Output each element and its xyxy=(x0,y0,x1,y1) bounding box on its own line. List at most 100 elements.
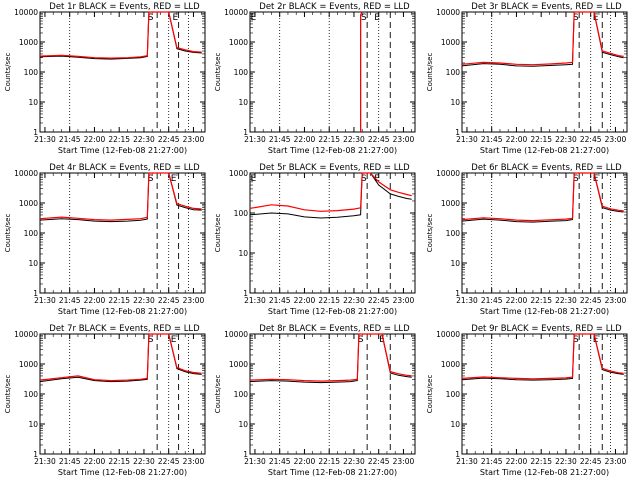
y-tick-label: 10000 xyxy=(14,330,38,339)
x-tick-label: 22:45 xyxy=(580,296,602,305)
x-tick-label: 21:30 xyxy=(34,457,56,466)
series-line-lld xyxy=(461,172,624,222)
x-tick-label: 22:00 xyxy=(506,135,528,144)
y-axis-label: Counts/sec xyxy=(214,214,222,253)
x-tick-label: 21:30 xyxy=(244,457,266,466)
series-line-events xyxy=(461,11,624,67)
y-tick-label: 100 xyxy=(446,390,461,399)
chart-panel-1: Det 1r BLACK = Events, RED = LLD Counts/s… xyxy=(4,2,206,155)
x-tick-label: 21:45 xyxy=(269,457,291,466)
y-tick-label: 1000 xyxy=(229,38,248,47)
y-axis-label: Counts/sec xyxy=(426,53,434,92)
x-tick-label: 22:00 xyxy=(84,296,106,305)
y-tick-label: 1 xyxy=(33,289,38,298)
y-tick-label: 1000 xyxy=(19,360,38,369)
y-tick-label: 1 xyxy=(243,289,248,298)
x-tick-label: 21:30 xyxy=(456,457,478,466)
y-tick-label: 10 xyxy=(238,98,248,107)
x-tick-label: 22:15 xyxy=(530,296,552,305)
y-tick-label: 10000 xyxy=(436,169,460,178)
y-tick-label: 10 xyxy=(238,420,248,429)
y-tick-label: 1 xyxy=(33,128,38,137)
y-tick-label: 100 xyxy=(24,68,39,77)
chart-title: Det 1r BLACK = Events, RED = LLD xyxy=(49,2,200,12)
x-tick-label: 21:30 xyxy=(244,135,266,144)
y-tick-label: 1 xyxy=(455,450,460,459)
x-tick-label: 22:15 xyxy=(530,135,552,144)
annotation-e: E xyxy=(171,174,177,184)
y-tick-label: 1000 xyxy=(19,38,38,47)
chart-panel-3: Det 3r BLACK = Events, RED = LLD Counts/s… xyxy=(426,2,628,155)
x-tick-label: 21:45 xyxy=(59,296,81,305)
y-tick-label: 100 xyxy=(446,229,461,238)
annotation-e: E xyxy=(379,335,385,345)
x-axis-label: Start Time (12-Feb-08 21:27:00) xyxy=(58,468,187,477)
y-tick-label: 10000 xyxy=(14,169,38,178)
chart-title: Det 3r BLACK = Events, RED = LLD xyxy=(471,2,622,12)
annotation-s: S xyxy=(358,335,364,345)
y-tick-label: 10000 xyxy=(14,8,38,17)
series-line-events xyxy=(39,333,202,383)
y-tick-label: 1 xyxy=(33,450,38,459)
chart-title: Det 8r BLACK = Events, RED = LLD xyxy=(259,324,410,334)
x-tick-label: 21:45 xyxy=(59,135,81,144)
x-tick-label: 23:00 xyxy=(605,457,627,466)
y-tick-label: 1 xyxy=(243,450,248,459)
x-tick-label: 22:30 xyxy=(555,457,577,466)
y-tick-label: 10000 xyxy=(224,8,248,17)
y-tick-label: 10 xyxy=(450,259,460,268)
chart-title: Det 5r BLACK = Events, RED = LLD xyxy=(259,163,410,173)
y-tick-label: 100 xyxy=(446,68,461,77)
x-tick-label: 23:00 xyxy=(183,135,205,144)
annotation-s: S xyxy=(148,174,154,184)
annotation-e: E xyxy=(171,335,177,345)
chart-panel-2: Det 2r BLACK = Events, RED = LLD Counts/s… xyxy=(214,2,416,155)
x-tick-label: 22:45 xyxy=(368,457,390,466)
y-tick-label: 1000 xyxy=(229,169,248,178)
chart-title: Det 2r BLACK = Events, RED = LLD xyxy=(259,2,410,12)
x-axis-label: Start Time (12-Feb-08 21:27:00) xyxy=(58,307,187,316)
chart-title: Det 4r BLACK = Events, RED = LLD xyxy=(49,163,200,173)
annotation-e: E xyxy=(250,174,256,184)
y-tick-label: 1 xyxy=(455,289,460,298)
x-tick-label: 22:00 xyxy=(294,135,316,144)
chart-title: Det 9r BLACK = Events, RED = LLD xyxy=(471,324,622,334)
x-tick-label: 22:45 xyxy=(158,457,180,466)
y-tick-label: 1000 xyxy=(19,199,38,208)
x-tick-label: 21:30 xyxy=(456,135,478,144)
x-tick-label: 21:45 xyxy=(481,135,503,144)
x-tick-label: 22:00 xyxy=(294,457,316,466)
x-tick-label: 21:30 xyxy=(456,296,478,305)
chart-panel-7: Det 7r BLACK = Events, RED = LLD Counts/s… xyxy=(4,324,206,477)
x-tick-label: 22:30 xyxy=(555,135,577,144)
series-line-lld xyxy=(39,11,202,59)
y-tick-label: 100 xyxy=(24,229,39,238)
x-tick-label: 21:30 xyxy=(244,296,266,305)
series-line-events xyxy=(249,172,412,219)
series-line-events xyxy=(461,172,624,223)
y-tick-label: 10000 xyxy=(436,330,460,339)
chart-panel-9: Det 9r BLACK = Events, RED = LLD Counts/s… xyxy=(426,324,628,477)
x-tick-label: 22:45 xyxy=(368,135,390,144)
annotation-e: E xyxy=(172,13,178,23)
x-tick-label: 22:45 xyxy=(158,135,180,144)
x-tick-label: 22:00 xyxy=(506,457,528,466)
x-axis-label: Start Time (12-Feb-08 21:27:00) xyxy=(480,307,609,316)
x-tick-label: 23:00 xyxy=(605,296,627,305)
series-line-lld xyxy=(39,333,202,382)
x-tick-label: 22:45 xyxy=(158,296,180,305)
plot-frame xyxy=(249,172,416,294)
chart-panel-4: Det 4r BLACK = Events, RED = LLD Counts/s… xyxy=(4,163,206,316)
y-tick-label: 1 xyxy=(243,128,248,137)
x-tick-label: 23:00 xyxy=(393,457,415,466)
y-tick-label: 10 xyxy=(450,420,460,429)
x-tick-label: 22:00 xyxy=(294,296,316,305)
y-axis-label: Counts/sec xyxy=(4,214,12,253)
y-tick-label: 10000 xyxy=(224,330,248,339)
x-tick-label: 21:45 xyxy=(269,135,291,144)
chart-title: Det 7r BLACK = Events, RED = LLD xyxy=(49,324,200,334)
series-line-lld xyxy=(461,333,624,380)
series-line-events xyxy=(39,172,202,223)
y-tick-label: 1 xyxy=(455,128,460,137)
